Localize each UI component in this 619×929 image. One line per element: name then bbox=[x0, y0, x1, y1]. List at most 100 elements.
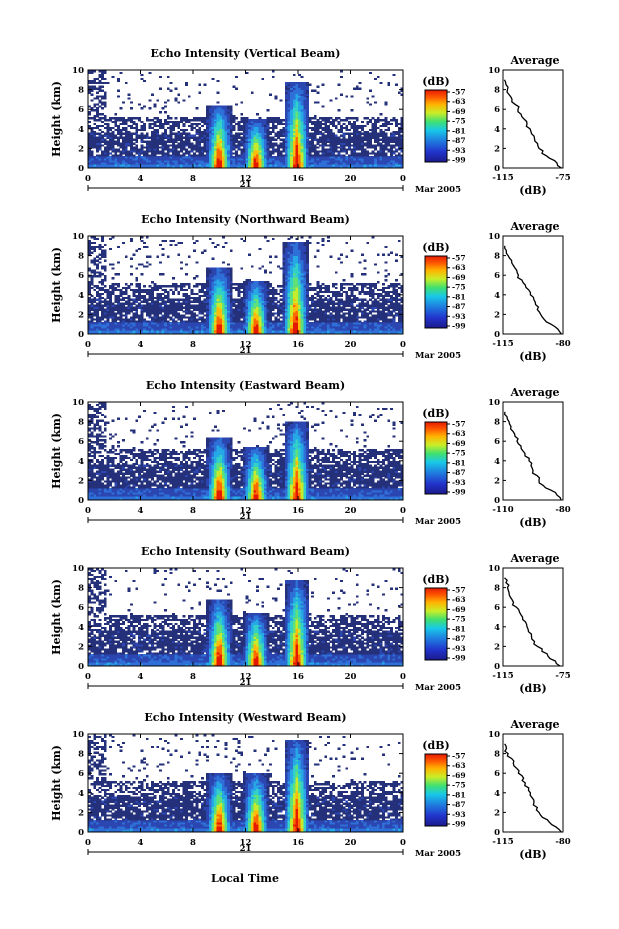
echo-cell bbox=[148, 160, 152, 163]
echo-cell bbox=[145, 156, 149, 159]
echo-cell bbox=[261, 308, 265, 311]
echo-cell bbox=[148, 326, 152, 329]
echo-cell bbox=[219, 107, 223, 110]
echo-cell bbox=[366, 130, 370, 134]
echo-cell bbox=[242, 124, 246, 128]
echo-cell bbox=[148, 308, 152, 311]
echo-cell bbox=[135, 306, 139, 309]
echo-cell bbox=[135, 320, 139, 323]
echo-cell bbox=[392, 130, 396, 134]
echo-cell bbox=[206, 294, 210, 298]
echo-cell bbox=[214, 300, 217, 303]
echo-cell bbox=[227, 136, 231, 139]
echo-cell bbox=[266, 239, 270, 243]
echo-cell bbox=[284, 160, 288, 163]
echo-cell bbox=[374, 119, 378, 122]
echo-cell bbox=[253, 306, 257, 309]
echo-cell bbox=[371, 146, 375, 149]
echo-cell bbox=[329, 138, 333, 141]
echo-cell bbox=[300, 138, 304, 141]
echo-cell bbox=[345, 119, 349, 122]
echo-cell bbox=[145, 290, 149, 294]
echo-cell bbox=[292, 91, 296, 94]
echo-cell bbox=[229, 296, 233, 300]
echo-cell bbox=[208, 126, 212, 130]
echo-cell bbox=[166, 160, 170, 163]
echo-cell bbox=[203, 285, 207, 288]
echo-cell bbox=[303, 130, 307, 134]
echo-cell bbox=[227, 115, 231, 118]
echo-cell bbox=[263, 312, 267, 315]
echo-cell bbox=[214, 288, 217, 292]
echo-cell bbox=[221, 273, 225, 276]
echo-cell bbox=[221, 128, 225, 132]
echo-cell bbox=[185, 292, 189, 296]
echo-cell bbox=[319, 124, 322, 128]
echo-cell bbox=[384, 142, 388, 145]
echo-cell bbox=[179, 117, 183, 120]
echo-cell bbox=[305, 126, 309, 130]
echo-cell bbox=[174, 243, 178, 247]
echo-cell bbox=[211, 304, 215, 307]
echo-cell bbox=[274, 95, 278, 98]
echo-cell bbox=[156, 330, 160, 333]
echo-cell bbox=[311, 128, 315, 132]
echo-cell bbox=[342, 156, 346, 159]
echo-cell bbox=[93, 132, 97, 135]
echo-cell bbox=[379, 148, 383, 151]
echo-cell bbox=[106, 308, 110, 311]
echo-cell bbox=[106, 124, 110, 128]
echo-cell bbox=[88, 124, 91, 128]
echo-cell bbox=[187, 286, 191, 290]
echo-cell bbox=[235, 166, 238, 169]
echo-cell bbox=[256, 283, 259, 286]
echo-cell bbox=[148, 320, 152, 323]
echo-cell bbox=[261, 312, 265, 315]
echo-cell bbox=[137, 156, 141, 159]
echo-cell bbox=[132, 126, 136, 130]
echo-cell bbox=[400, 162, 404, 165]
echo-cell bbox=[130, 119, 133, 122]
echo-cell bbox=[156, 286, 160, 290]
echo-cell bbox=[329, 162, 333, 165]
echo-cell bbox=[284, 99, 288, 102]
echo-cell bbox=[211, 132, 215, 135]
echo-cell bbox=[208, 292, 212, 296]
echo-cell bbox=[248, 130, 252, 134]
echo-cell bbox=[98, 138, 102, 141]
echo-cell bbox=[106, 126, 110, 130]
echo-cell bbox=[206, 136, 210, 139]
echo-cell bbox=[109, 294, 112, 298]
echo-cell bbox=[292, 152, 296, 155]
echo-cell bbox=[389, 132, 393, 135]
echo-cell bbox=[195, 320, 199, 323]
echo-cell bbox=[261, 150, 265, 153]
echo-cell bbox=[106, 290, 110, 294]
echo-cell bbox=[90, 93, 94, 96]
echo-cell bbox=[103, 122, 107, 126]
echo-cell bbox=[103, 312, 107, 315]
echo-cell bbox=[182, 330, 186, 333]
echo-cell bbox=[130, 330, 133, 333]
echo-cell bbox=[158, 126, 162, 130]
echo-cell bbox=[397, 128, 401, 132]
echo-cell bbox=[334, 124, 338, 128]
echo-cell bbox=[88, 85, 91, 88]
echo-cell bbox=[340, 166, 343, 169]
echo-cell bbox=[303, 140, 307, 143]
echo-cell bbox=[208, 318, 212, 321]
echo-cell bbox=[224, 312, 228, 315]
echo-cell bbox=[208, 312, 212, 315]
echo-cell bbox=[161, 132, 165, 135]
echo-cell bbox=[153, 283, 157, 286]
echo-cell bbox=[235, 146, 238, 149]
echo-cell bbox=[277, 120, 280, 124]
echo-cell bbox=[256, 328, 259, 331]
echo-cell bbox=[290, 113, 294, 116]
echo-cell bbox=[227, 322, 231, 325]
echo-cell bbox=[256, 144, 259, 147]
echo-cell bbox=[271, 144, 275, 147]
echo-cell bbox=[395, 122, 399, 126]
echo-cell bbox=[172, 120, 175, 124]
echo-cell bbox=[106, 134, 110, 137]
